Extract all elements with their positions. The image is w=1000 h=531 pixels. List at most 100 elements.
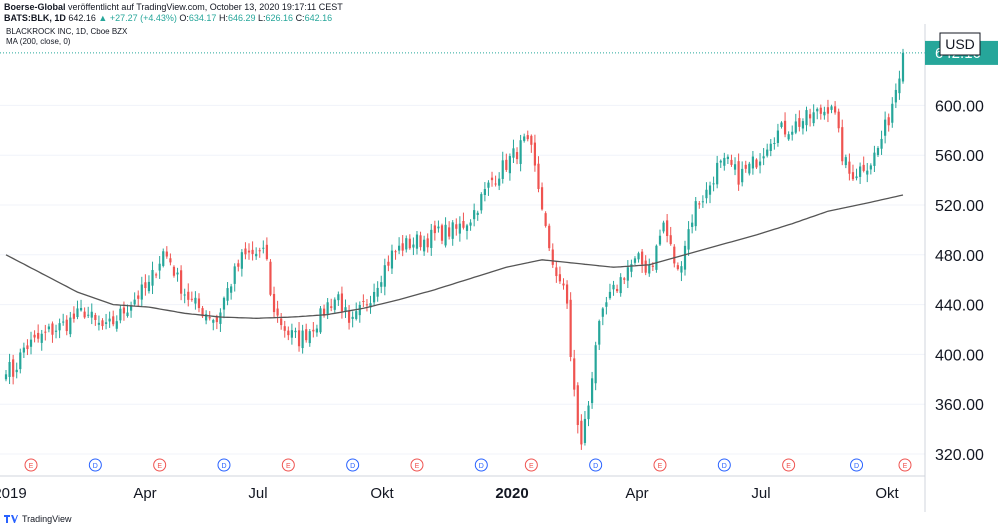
y-axis[interactable]: 320.00 360.00 400.00 440.00 480.00 520.00 560.… xyxy=(935,98,984,464)
candle-body xyxy=(205,314,208,321)
candle-body xyxy=(876,147,880,155)
candle-body xyxy=(15,369,18,373)
candle-body xyxy=(837,111,840,129)
event-marker-label: D xyxy=(221,463,226,470)
candle-body xyxy=(598,321,601,345)
candle-body xyxy=(501,160,504,179)
candle-body xyxy=(301,330,304,349)
candle-body xyxy=(769,143,772,151)
candle-body xyxy=(255,253,258,257)
candle-body xyxy=(523,136,526,141)
candle-body xyxy=(151,270,154,286)
candle-body xyxy=(626,267,629,281)
gridlines xyxy=(0,104,925,455)
candle-body xyxy=(244,248,247,255)
earnings-marker xyxy=(653,458,667,472)
candle-body xyxy=(505,159,508,170)
candle-body xyxy=(533,142,537,166)
candle-body xyxy=(719,160,722,163)
x-tick-label: Apr xyxy=(625,485,648,502)
candle-body xyxy=(644,260,647,273)
candle-body xyxy=(426,238,429,248)
candle-body xyxy=(190,298,193,300)
candle-body xyxy=(312,329,315,332)
candle-body xyxy=(548,225,551,249)
candle-body xyxy=(419,235,422,248)
candle-body xyxy=(451,222,454,239)
candle-body xyxy=(733,164,737,170)
candlestick-chart[interactable]: BLACKROCK INC, 1D, Cboe BZX MA (200, clo… xyxy=(0,24,1000,512)
candle-body xyxy=(251,249,254,255)
candle-body xyxy=(884,119,887,136)
chart-area[interactable]: BLACKROCK INC, 1D, Cboe BZX MA (200, clo… xyxy=(0,24,1000,512)
candle-body xyxy=(873,152,876,166)
candle-body xyxy=(487,182,490,188)
candle-body xyxy=(894,89,897,103)
candle-body xyxy=(773,142,776,144)
candle-body xyxy=(219,312,222,324)
event-marker-label: E xyxy=(286,463,291,470)
candle-body xyxy=(694,201,697,227)
candle-body xyxy=(758,161,762,166)
candle-body xyxy=(137,295,140,299)
candle-body xyxy=(573,358,576,390)
y-tick-label: 400.00 xyxy=(935,347,984,364)
candle-body xyxy=(748,163,751,174)
footer-brand[interactable]: TradingView xyxy=(22,514,72,524)
symbol-label: BATS:BLK, 1D xyxy=(4,13,66,23)
candle-body xyxy=(519,140,522,164)
open-label: O: xyxy=(179,13,189,23)
candle-body xyxy=(608,291,612,299)
candle-body xyxy=(833,106,837,113)
candle-body xyxy=(372,291,376,303)
candle-body xyxy=(326,302,329,315)
candle-body xyxy=(398,245,401,251)
candle-body xyxy=(12,359,15,377)
high-value: 646.29 xyxy=(227,13,256,23)
candle-body xyxy=(112,316,115,325)
legend-ma: MA (200, close, 0) xyxy=(6,37,71,46)
candle-body xyxy=(637,253,640,260)
event-marker-label: E xyxy=(29,463,34,470)
candle-body xyxy=(22,347,25,353)
candle-body xyxy=(44,331,47,333)
event-marker-label: D xyxy=(93,463,98,470)
candle-body xyxy=(222,297,226,310)
candle-body xyxy=(333,299,336,310)
candle-body xyxy=(666,220,669,237)
candle-body xyxy=(798,118,801,127)
candle-body xyxy=(526,135,529,140)
candle-body xyxy=(580,420,583,445)
currency-box[interactable] xyxy=(939,32,981,56)
candle-body xyxy=(269,261,272,295)
candle-body xyxy=(40,333,43,343)
candle-body xyxy=(87,314,90,316)
publisher-name[interactable]: Boerse-Global xyxy=(4,2,66,12)
candle-body xyxy=(201,308,204,317)
candle-body xyxy=(408,238,411,249)
candle-body xyxy=(594,345,597,384)
candle-body xyxy=(362,300,365,302)
dividend-marker xyxy=(346,458,360,472)
candle-body xyxy=(158,263,161,271)
candle-body xyxy=(265,244,268,260)
x-tick-label: Jul xyxy=(248,485,267,502)
candle-body xyxy=(380,282,383,287)
candle-body xyxy=(133,299,136,305)
candle-body xyxy=(65,319,68,332)
candle-body xyxy=(194,297,197,304)
candle-body xyxy=(423,239,426,252)
dividend-marker xyxy=(88,458,102,472)
candle-body xyxy=(655,245,658,270)
publish-line: Boerse-Global veröffentlicht auf Trading… xyxy=(4,2,343,13)
earnings-marker xyxy=(153,458,167,472)
candle-body xyxy=(887,117,890,126)
candle-body xyxy=(683,245,687,270)
candle-body xyxy=(365,304,369,306)
candle-body xyxy=(172,266,176,276)
candle-body xyxy=(469,222,472,226)
currency-label[interactable]: USD xyxy=(945,36,975,52)
candle-body xyxy=(387,261,390,266)
